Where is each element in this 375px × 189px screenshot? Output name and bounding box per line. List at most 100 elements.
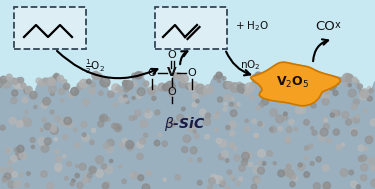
Circle shape <box>0 76 7 83</box>
Circle shape <box>351 130 357 136</box>
Circle shape <box>8 160 12 164</box>
Circle shape <box>23 117 28 122</box>
Circle shape <box>368 87 371 90</box>
Circle shape <box>349 170 354 175</box>
Circle shape <box>77 83 84 89</box>
Circle shape <box>243 159 246 162</box>
Circle shape <box>126 140 134 148</box>
Text: V$_2$O$_5$: V$_2$O$_5$ <box>276 74 310 90</box>
Circle shape <box>331 83 336 89</box>
Circle shape <box>230 175 234 179</box>
Circle shape <box>351 104 357 110</box>
Circle shape <box>298 75 305 81</box>
Circle shape <box>119 96 125 103</box>
Circle shape <box>260 90 267 97</box>
Circle shape <box>13 79 19 85</box>
Circle shape <box>224 94 231 101</box>
Circle shape <box>42 79 48 85</box>
Text: O: O <box>168 50 176 60</box>
Circle shape <box>262 98 268 105</box>
Circle shape <box>254 133 258 138</box>
Circle shape <box>124 87 129 92</box>
Circle shape <box>182 146 188 153</box>
Circle shape <box>30 91 37 99</box>
Text: O: O <box>188 68 196 78</box>
Circle shape <box>100 114 108 122</box>
Circle shape <box>318 86 324 93</box>
Circle shape <box>50 126 57 132</box>
Circle shape <box>286 164 291 169</box>
Circle shape <box>233 103 238 108</box>
Circle shape <box>137 153 143 160</box>
Circle shape <box>298 163 305 170</box>
Circle shape <box>101 164 106 169</box>
Circle shape <box>282 115 288 120</box>
Circle shape <box>356 185 360 189</box>
Text: x: x <box>335 20 341 30</box>
Text: CO: CO <box>315 19 335 33</box>
Circle shape <box>87 178 90 182</box>
Circle shape <box>205 134 209 139</box>
Circle shape <box>103 142 110 149</box>
Circle shape <box>146 109 150 113</box>
Circle shape <box>222 77 226 80</box>
Circle shape <box>132 97 135 100</box>
Circle shape <box>256 106 261 110</box>
Circle shape <box>17 145 24 152</box>
Circle shape <box>200 109 206 116</box>
Circle shape <box>173 73 178 78</box>
Circle shape <box>47 182 54 189</box>
Circle shape <box>253 176 260 184</box>
Circle shape <box>123 80 128 86</box>
Circle shape <box>64 177 68 180</box>
Circle shape <box>124 95 127 98</box>
Circle shape <box>300 88 307 95</box>
Circle shape <box>148 87 156 95</box>
Circle shape <box>119 165 122 168</box>
Circle shape <box>357 84 362 89</box>
Circle shape <box>242 88 246 91</box>
Circle shape <box>262 85 269 92</box>
Circle shape <box>311 103 316 108</box>
Circle shape <box>342 112 349 119</box>
Circle shape <box>25 183 29 187</box>
Circle shape <box>252 119 257 123</box>
Circle shape <box>313 183 320 189</box>
Circle shape <box>106 117 110 121</box>
Circle shape <box>309 144 313 148</box>
Circle shape <box>0 167 5 173</box>
Circle shape <box>354 80 359 85</box>
Circle shape <box>222 151 228 157</box>
Circle shape <box>206 113 210 118</box>
Circle shape <box>43 78 47 82</box>
Circle shape <box>358 156 364 162</box>
Circle shape <box>255 72 261 78</box>
Circle shape <box>244 152 252 159</box>
Circle shape <box>239 165 245 171</box>
Circle shape <box>96 156 104 164</box>
Circle shape <box>13 180 21 188</box>
Circle shape <box>304 156 308 160</box>
Circle shape <box>104 182 110 188</box>
Circle shape <box>230 83 240 92</box>
Circle shape <box>203 118 211 125</box>
Circle shape <box>278 170 285 177</box>
Circle shape <box>44 123 51 130</box>
Circle shape <box>273 90 278 95</box>
Circle shape <box>140 138 146 144</box>
Circle shape <box>217 97 223 102</box>
Circle shape <box>66 116 70 122</box>
Circle shape <box>146 170 152 176</box>
Circle shape <box>252 74 261 83</box>
Circle shape <box>237 82 242 88</box>
Circle shape <box>229 121 236 129</box>
Circle shape <box>116 86 121 91</box>
Circle shape <box>2 178 7 183</box>
Circle shape <box>336 144 342 150</box>
Circle shape <box>63 83 70 90</box>
Circle shape <box>135 72 142 79</box>
Circle shape <box>152 96 156 100</box>
Circle shape <box>273 162 276 165</box>
Circle shape <box>310 162 314 166</box>
Circle shape <box>267 150 273 156</box>
